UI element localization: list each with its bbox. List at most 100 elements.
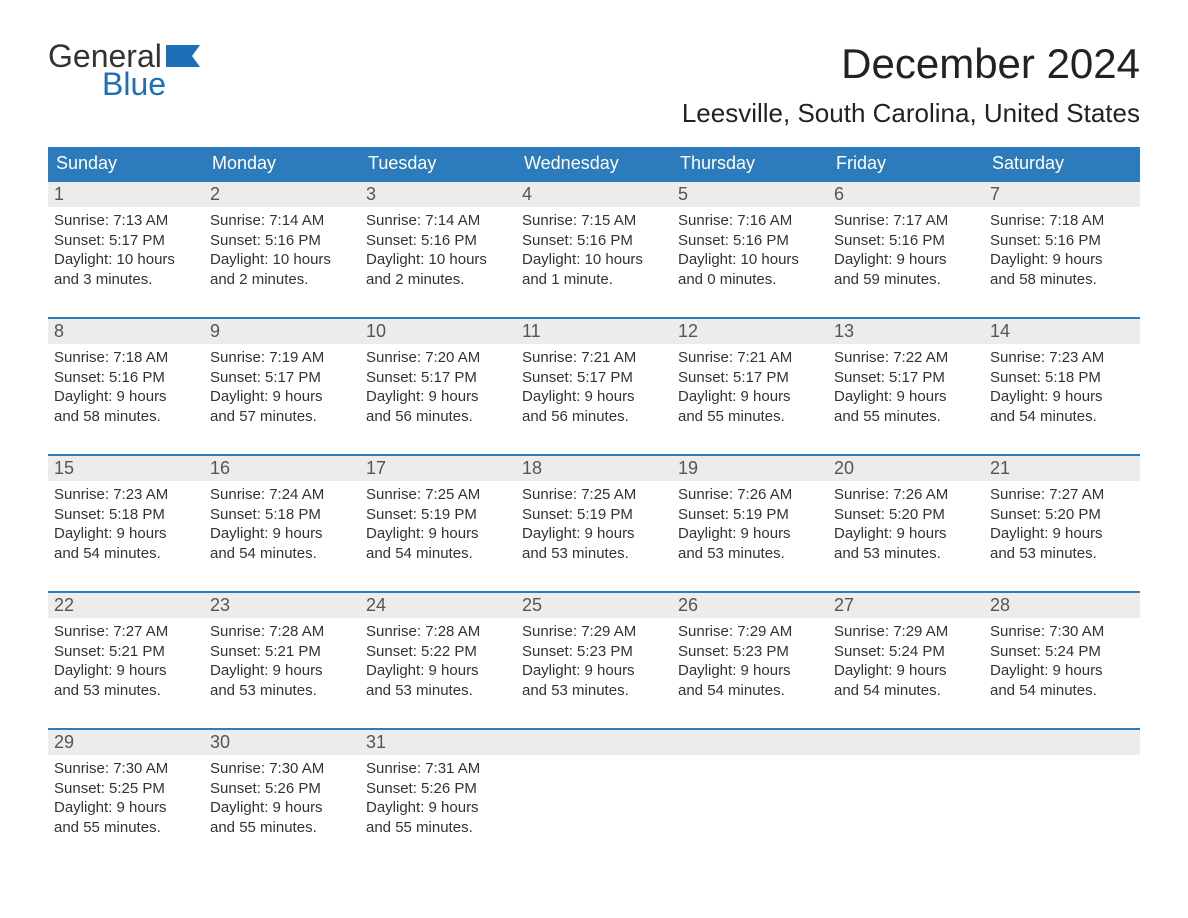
weekday-header: Tuesday — [360, 147, 516, 180]
day-cell: Sunrise: 7:25 AMSunset: 5:19 PMDaylight:… — [516, 481, 672, 577]
sunset-text: Sunset: 5:17 PM — [678, 368, 822, 388]
day-number: 18 — [516, 456, 672, 481]
sunrise-text: Sunrise: 7:19 AM — [210, 348, 354, 368]
sunrise-text: Sunrise: 7:13 AM — [54, 211, 198, 231]
weekday-header: Wednesday — [516, 147, 672, 180]
day-number: 23 — [204, 593, 360, 618]
sunrise-text: Sunrise: 7:28 AM — [366, 622, 510, 642]
sunrise-text: Sunrise: 7:27 AM — [54, 622, 198, 642]
daylight-text: Daylight: 9 hours — [366, 798, 510, 818]
day-cell: Sunrise: 7:26 AMSunset: 5:20 PMDaylight:… — [828, 481, 984, 577]
sunset-text: Sunset: 5:16 PM — [54, 368, 198, 388]
day-cell: Sunrise: 7:19 AMSunset: 5:17 PMDaylight:… — [204, 344, 360, 440]
day-cell: Sunrise: 7:23 AMSunset: 5:18 PMDaylight:… — [48, 481, 204, 577]
daynum-row: 15161718192021 — [48, 456, 1140, 481]
day-cell: Sunrise: 7:28 AMSunset: 5:22 PMDaylight:… — [360, 618, 516, 714]
daylight-text: and 56 minutes. — [522, 407, 666, 427]
daylight-text: and 0 minutes. — [678, 270, 822, 290]
day-number: 25 — [516, 593, 672, 618]
daylight-text: Daylight: 10 hours — [54, 250, 198, 270]
daylight-text: Daylight: 9 hours — [834, 387, 978, 407]
day-number — [984, 730, 1140, 755]
daylight-text: Daylight: 9 hours — [990, 661, 1134, 681]
day-cell: Sunrise: 7:28 AMSunset: 5:21 PMDaylight:… — [204, 618, 360, 714]
sunset-text: Sunset: 5:25 PM — [54, 779, 198, 799]
day-cell: Sunrise: 7:13 AMSunset: 5:17 PMDaylight:… — [48, 207, 204, 303]
sunset-text: Sunset: 5:24 PM — [990, 642, 1134, 662]
sunrise-text: Sunrise: 7:17 AM — [834, 211, 978, 231]
daylight-text: Daylight: 9 hours — [54, 798, 198, 818]
daylight-text: and 1 minute. — [522, 270, 666, 290]
daylight-text: and 57 minutes. — [210, 407, 354, 427]
daylight-text: and 54 minutes. — [54, 544, 198, 564]
daylight-text: Daylight: 9 hours — [366, 661, 510, 681]
sunrise-text: Sunrise: 7:29 AM — [522, 622, 666, 642]
calendar: Sunday Monday Tuesday Wednesday Thursday… — [48, 147, 1140, 851]
day-cell: Sunrise: 7:27 AMSunset: 5:20 PMDaylight:… — [984, 481, 1140, 577]
day-number: 16 — [204, 456, 360, 481]
sunset-text: Sunset: 5:18 PM — [990, 368, 1134, 388]
daylight-text: Daylight: 10 hours — [366, 250, 510, 270]
sunrise-text: Sunrise: 7:23 AM — [990, 348, 1134, 368]
day-cell: Sunrise: 7:21 AMSunset: 5:17 PMDaylight:… — [516, 344, 672, 440]
sunrise-text: Sunrise: 7:25 AM — [522, 485, 666, 505]
sunrise-text: Sunrise: 7:16 AM — [678, 211, 822, 231]
day-cell: Sunrise: 7:18 AMSunset: 5:16 PMDaylight:… — [984, 207, 1140, 303]
sunset-text: Sunset: 5:20 PM — [834, 505, 978, 525]
daylight-text: Daylight: 9 hours — [522, 661, 666, 681]
day-cell: Sunrise: 7:25 AMSunset: 5:19 PMDaylight:… — [360, 481, 516, 577]
daylight-text: Daylight: 10 hours — [522, 250, 666, 270]
daylight-text: and 55 minutes. — [54, 818, 198, 838]
daylight-text: Daylight: 9 hours — [834, 661, 978, 681]
sunset-text: Sunset: 5:16 PM — [210, 231, 354, 251]
daylight-text: and 53 minutes. — [366, 681, 510, 701]
daylight-text: Daylight: 9 hours — [990, 250, 1134, 270]
daylight-text: Daylight: 9 hours — [210, 524, 354, 544]
day-number — [672, 730, 828, 755]
daylight-text: and 53 minutes. — [210, 681, 354, 701]
sunset-text: Sunset: 5:20 PM — [990, 505, 1134, 525]
day-cell: Sunrise: 7:29 AMSunset: 5:23 PMDaylight:… — [516, 618, 672, 714]
day-number: 15 — [48, 456, 204, 481]
sunrise-text: Sunrise: 7:23 AM — [54, 485, 198, 505]
sunrise-text: Sunrise: 7:27 AM — [990, 485, 1134, 505]
daylight-text: and 53 minutes. — [678, 544, 822, 564]
daynum-row: 1234567 — [48, 182, 1140, 207]
daylight-text: Daylight: 10 hours — [210, 250, 354, 270]
sunset-text: Sunset: 5:18 PM — [210, 505, 354, 525]
day-number: 13 — [828, 319, 984, 344]
day-number: 12 — [672, 319, 828, 344]
day-number: 20 — [828, 456, 984, 481]
sunrise-text: Sunrise: 7:21 AM — [678, 348, 822, 368]
location: Leesville, South Carolina, United States — [682, 98, 1140, 129]
calendar-week: 22232425262728 Sunrise: 7:27 AM Sunset: 5:… — [48, 591, 1140, 714]
day-number: 14 — [984, 319, 1140, 344]
daylight-text: Daylight: 9 hours — [210, 798, 354, 818]
day-number: 22 — [48, 593, 204, 618]
sunset-text: Sunset: 5:22 PM — [366, 642, 510, 662]
daylight-text: Daylight: 9 hours — [54, 524, 198, 544]
sunrise-text: Sunrise: 7:30 AM — [210, 759, 354, 779]
weeks-container: 1234567Sunrise: 7:13 AMSunset: 5:17 PMDa… — [48, 180, 1140, 851]
day-cell: Sunrise: 7:30 AMSunset: 5:26 PMDaylight:… — [204, 755, 360, 851]
daynum-row: 22232425262728 — [48, 593, 1140, 618]
daylight-text: and 53 minutes. — [990, 544, 1134, 564]
sunset-text: Sunset: 5:26 PM — [210, 779, 354, 799]
day-number: 10 — [360, 319, 516, 344]
day-cell: Sunrise: 7:17 AMSunset: 5:16 PMDaylight:… — [828, 207, 984, 303]
sunset-text: Sunset: 5:17 PM — [366, 368, 510, 388]
sunrise-text: Sunrise: 7:21 AM — [522, 348, 666, 368]
daylight-text: and 55 minutes. — [834, 407, 978, 427]
header: General Blue December 2024 Leesville, So… — [48, 40, 1140, 129]
sunset-text: Sunset: 5:17 PM — [522, 368, 666, 388]
day-number: 11 — [516, 319, 672, 344]
daylight-text: and 59 minutes. — [834, 270, 978, 290]
day-cell: Sunrise: 7:30 AMSunset: 5:24 PMDaylight:… — [984, 618, 1140, 714]
daynum-row: 293031 — [48, 730, 1140, 755]
day-cell: Sunrise: 7:20 AMSunset: 5:17 PMDaylight:… — [360, 344, 516, 440]
sunset-text: Sunset: 5:19 PM — [366, 505, 510, 525]
day-cell: Sunrise: 7:23 AMSunset: 5:18 PMDaylight:… — [984, 344, 1140, 440]
sunrise-text: Sunrise: 7:25 AM — [366, 485, 510, 505]
sunrise-text: Sunrise: 7:22 AM — [834, 348, 978, 368]
weekday-header: Thursday — [672, 147, 828, 180]
